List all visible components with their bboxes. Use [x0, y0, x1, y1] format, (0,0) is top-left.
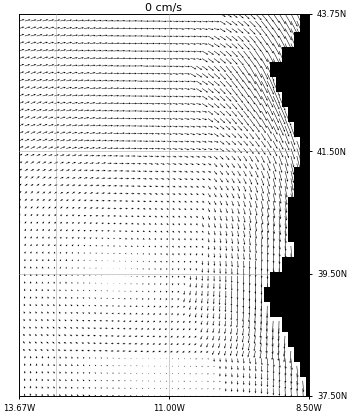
Title: 0 cm/s: 0 cm/s: [145, 3, 182, 13]
